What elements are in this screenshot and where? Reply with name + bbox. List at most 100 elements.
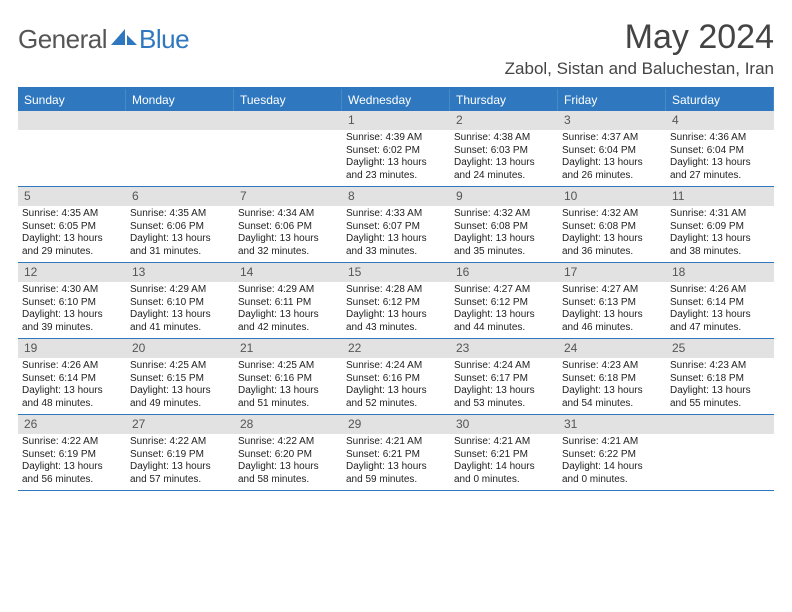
sunrise-line: Sunrise: 4:27 AM bbox=[562, 284, 662, 297]
sunrise-line: Sunrise: 4:37 AM bbox=[562, 132, 662, 145]
day-header: Tuesday bbox=[234, 89, 342, 111]
daylight-line: Daylight: 13 hours and 23 minutes. bbox=[346, 157, 446, 182]
sunrise-line: Sunrise: 4:35 AM bbox=[130, 208, 230, 221]
daylight-line: Daylight: 13 hours and 52 minutes. bbox=[346, 385, 446, 410]
daylight-line: Daylight: 13 hours and 33 minutes. bbox=[346, 233, 446, 258]
daylight-line: Daylight: 13 hours and 58 minutes. bbox=[238, 461, 338, 486]
sunset-line: Sunset: 6:19 PM bbox=[130, 449, 230, 462]
cell-body: Sunrise: 4:27 AMSunset: 6:13 PMDaylight:… bbox=[558, 282, 666, 338]
cell-body: Sunrise: 4:26 AMSunset: 6:14 PMDaylight:… bbox=[18, 358, 126, 414]
brand-sail-icon bbox=[111, 27, 137, 52]
daylight-line: Daylight: 13 hours and 41 minutes. bbox=[130, 309, 230, 334]
calendar-cell: 30Sunrise: 4:21 AMSunset: 6:21 PMDayligh… bbox=[450, 415, 558, 490]
date-number: 16 bbox=[450, 263, 558, 282]
sunrise-line: Sunrise: 4:29 AM bbox=[238, 284, 338, 297]
daylight-line: Daylight: 13 hours and 35 minutes. bbox=[454, 233, 554, 258]
calendar-cell: 24Sunrise: 4:23 AMSunset: 6:18 PMDayligh… bbox=[558, 339, 666, 414]
cell-body: Sunrise: 4:33 AMSunset: 6:07 PMDaylight:… bbox=[342, 206, 450, 262]
sunrise-line: Sunrise: 4:23 AM bbox=[562, 360, 662, 373]
sunrise-line: Sunrise: 4:33 AM bbox=[346, 208, 446, 221]
sunset-line: Sunset: 6:11 PM bbox=[238, 297, 338, 310]
daylight-line: Daylight: 13 hours and 39 minutes. bbox=[22, 309, 122, 334]
sunset-line: Sunset: 6:08 PM bbox=[454, 221, 554, 234]
daylight-line: Daylight: 13 hours and 44 minutes. bbox=[454, 309, 554, 334]
location-label: Zabol, Sistan and Baluchestan, Iran bbox=[505, 59, 774, 79]
sunrise-line: Sunrise: 4:39 AM bbox=[346, 132, 446, 145]
daylight-line: Daylight: 13 hours and 38 minutes. bbox=[670, 233, 770, 258]
daylight-line: Daylight: 13 hours and 32 minutes. bbox=[238, 233, 338, 258]
brand-logo: General Blue bbox=[18, 24, 189, 55]
daylight-line: Daylight: 13 hours and 48 minutes. bbox=[22, 385, 122, 410]
cell-body: Sunrise: 4:38 AMSunset: 6:03 PMDaylight:… bbox=[450, 130, 558, 186]
date-number: 23 bbox=[450, 339, 558, 358]
sunset-line: Sunset: 6:20 PM bbox=[238, 449, 338, 462]
sunset-line: Sunset: 6:16 PM bbox=[346, 373, 446, 386]
sunrise-line: Sunrise: 4:22 AM bbox=[130, 436, 230, 449]
calendar-cell: 26Sunrise: 4:22 AMSunset: 6:19 PMDayligh… bbox=[18, 415, 126, 490]
calendar-cell: 1Sunrise: 4:39 AMSunset: 6:02 PMDaylight… bbox=[342, 111, 450, 186]
daylight-line: Daylight: 13 hours and 57 minutes. bbox=[130, 461, 230, 486]
daylight-line: Daylight: 13 hours and 24 minutes. bbox=[454, 157, 554, 182]
sunrise-line: Sunrise: 4:25 AM bbox=[238, 360, 338, 373]
weeks-container: 1Sunrise: 4:39 AMSunset: 6:02 PMDaylight… bbox=[18, 111, 774, 491]
cell-body: Sunrise: 4:24 AMSunset: 6:17 PMDaylight:… bbox=[450, 358, 558, 414]
sunset-line: Sunset: 6:03 PM bbox=[454, 145, 554, 158]
sunrise-line: Sunrise: 4:31 AM bbox=[670, 208, 770, 221]
brand-text-2: Blue bbox=[139, 24, 189, 55]
calendar-cell: 11Sunrise: 4:31 AMSunset: 6:09 PMDayligh… bbox=[666, 187, 774, 262]
sunrise-line: Sunrise: 4:23 AM bbox=[670, 360, 770, 373]
day-header: Friday bbox=[558, 89, 666, 111]
calendar-page: General Blue May 2024 Zabol, Sistan and … bbox=[0, 0, 792, 491]
date-number bbox=[234, 111, 342, 130]
brand-text-1: General bbox=[18, 24, 107, 55]
sunrise-line: Sunrise: 4:24 AM bbox=[454, 360, 554, 373]
sunrise-line: Sunrise: 4:26 AM bbox=[22, 360, 122, 373]
date-number: 30 bbox=[450, 415, 558, 434]
daylight-line: Daylight: 13 hours and 55 minutes. bbox=[670, 385, 770, 410]
daylight-line: Daylight: 14 hours and 0 minutes. bbox=[454, 461, 554, 486]
date-number: 14 bbox=[234, 263, 342, 282]
calendar-cell: 20Sunrise: 4:25 AMSunset: 6:15 PMDayligh… bbox=[126, 339, 234, 414]
calendar-cell: 25Sunrise: 4:23 AMSunset: 6:18 PMDayligh… bbox=[666, 339, 774, 414]
sunset-line: Sunset: 6:14 PM bbox=[670, 297, 770, 310]
calendar-cell bbox=[234, 111, 342, 186]
date-number: 20 bbox=[126, 339, 234, 358]
cell-body: Sunrise: 4:34 AMSunset: 6:06 PMDaylight:… bbox=[234, 206, 342, 262]
day-header: Saturday bbox=[666, 89, 774, 111]
sunset-line: Sunset: 6:08 PM bbox=[562, 221, 662, 234]
calendar-cell: 9Sunrise: 4:32 AMSunset: 6:08 PMDaylight… bbox=[450, 187, 558, 262]
cell-body: Sunrise: 4:22 AMSunset: 6:19 PMDaylight:… bbox=[126, 434, 234, 490]
calendar-cell: 27Sunrise: 4:22 AMSunset: 6:19 PMDayligh… bbox=[126, 415, 234, 490]
calendar-cell bbox=[18, 111, 126, 186]
date-number: 8 bbox=[342, 187, 450, 206]
calendar-cell: 14Sunrise: 4:29 AMSunset: 6:11 PMDayligh… bbox=[234, 263, 342, 338]
date-number: 26 bbox=[18, 415, 126, 434]
cell-body: Sunrise: 4:25 AMSunset: 6:15 PMDaylight:… bbox=[126, 358, 234, 414]
date-number: 22 bbox=[342, 339, 450, 358]
calendar-cell: 8Sunrise: 4:33 AMSunset: 6:07 PMDaylight… bbox=[342, 187, 450, 262]
sunset-line: Sunset: 6:14 PM bbox=[22, 373, 122, 386]
sunset-line: Sunset: 6:16 PM bbox=[238, 373, 338, 386]
date-number: 5 bbox=[18, 187, 126, 206]
sunset-line: Sunset: 6:18 PM bbox=[562, 373, 662, 386]
daylight-line: Daylight: 13 hours and 51 minutes. bbox=[238, 385, 338, 410]
calendar-grid: SundayMondayTuesdayWednesdayThursdayFrid… bbox=[18, 87, 774, 491]
date-number: 29 bbox=[342, 415, 450, 434]
sunset-line: Sunset: 6:06 PM bbox=[238, 221, 338, 234]
date-number: 10 bbox=[558, 187, 666, 206]
calendar-cell: 21Sunrise: 4:25 AMSunset: 6:16 PMDayligh… bbox=[234, 339, 342, 414]
date-number: 2 bbox=[450, 111, 558, 130]
cell-body: Sunrise: 4:23 AMSunset: 6:18 PMDaylight:… bbox=[666, 358, 774, 414]
cell-body: Sunrise: 4:30 AMSunset: 6:10 PMDaylight:… bbox=[18, 282, 126, 338]
calendar-cell: 5Sunrise: 4:35 AMSunset: 6:05 PMDaylight… bbox=[18, 187, 126, 262]
date-number: 7 bbox=[234, 187, 342, 206]
daylight-line: Daylight: 13 hours and 49 minutes. bbox=[130, 385, 230, 410]
daylight-line: Daylight: 13 hours and 27 minutes. bbox=[670, 157, 770, 182]
sunrise-line: Sunrise: 4:34 AM bbox=[238, 208, 338, 221]
day-header-row: SundayMondayTuesdayWednesdayThursdayFrid… bbox=[18, 89, 774, 111]
sunset-line: Sunset: 6:21 PM bbox=[454, 449, 554, 462]
sunset-line: Sunset: 6:10 PM bbox=[22, 297, 122, 310]
date-number: 13 bbox=[126, 263, 234, 282]
date-number: 17 bbox=[558, 263, 666, 282]
cell-body: Sunrise: 4:21 AMSunset: 6:22 PMDaylight:… bbox=[558, 434, 666, 490]
